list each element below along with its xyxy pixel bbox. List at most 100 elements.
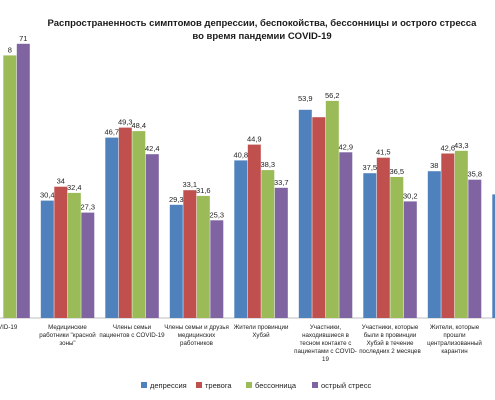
value-label: 31,6: [196, 186, 211, 195]
legend-label: тревога: [205, 381, 232, 390]
value-label: 8: [8, 45, 12, 54]
value-label: 30,2: [403, 191, 418, 200]
bar-тревога-4: [247, 144, 261, 318]
category-label: Участники, которые: [362, 324, 419, 331]
value-label: 32,4: [67, 183, 82, 192]
chart-subtitle: во время пандемии COVID-19: [192, 31, 331, 42]
value-label: 27,3: [80, 203, 95, 212]
bar-бессонница-1: [67, 192, 81, 318]
category-label: последних 2 месяцев: [359, 348, 421, 355]
category-label: 19: [322, 356, 329, 363]
bar-острый стресс-5: [339, 152, 353, 318]
category-label: были в провинции: [364, 332, 417, 339]
value-label: 53,9: [298, 94, 313, 103]
category-label: прошли: [443, 332, 466, 339]
category-label: карантин: [441, 348, 467, 355]
category-label: зоны": [59, 340, 75, 347]
bar-депрессия-2: [105, 137, 119, 318]
value-label: 43,3: [454, 141, 469, 150]
bar-острый стресс-4: [274, 187, 288, 318]
bar-тревога-2: [118, 127, 132, 318]
category-label: Участники,: [310, 324, 342, 331]
bar-тревога-7: [441, 153, 455, 318]
value-label: 29,3: [169, 195, 184, 204]
value-label: 48,4: [131, 121, 146, 130]
legend-item-2: бессонница: [246, 381, 297, 390]
category-label: тесном контакте с: [300, 340, 352, 347]
legend-label: бессонница: [255, 381, 297, 390]
value-label: 38,3: [260, 160, 275, 169]
value-label: 71: [19, 34, 27, 43]
value-label: 42,6: [440, 144, 455, 153]
bars-group: [3, 43, 495, 319]
legend-swatch: [246, 382, 252, 388]
value-label: 25,3: [209, 210, 224, 219]
bar-тревога-1: [54, 186, 68, 318]
bar-бессонница-4: [261, 170, 275, 318]
value-label: 56,2: [325, 91, 340, 100]
category-label: находившиеся в: [302, 332, 350, 339]
category-label: Медицинские: [48, 324, 87, 331]
bar-бессонница-2: [132, 131, 146, 318]
bar-острый стресс-0: [16, 43, 30, 319]
category-label: Жители провинции: [234, 324, 289, 331]
value-label: 44,9: [247, 135, 262, 144]
chart-title: Распространенность симптомов депрессии, …: [48, 18, 478, 29]
value-label: 42,9: [338, 142, 353, 151]
bar-депрессия-7: [427, 171, 441, 318]
bar-депрессия-1: [40, 200, 54, 318]
value-label: 42,4: [145, 144, 160, 153]
value-label: 49,3: [118, 118, 133, 127]
value-label: 33,1: [182, 180, 197, 189]
category-label: пациентами с COVID-: [294, 348, 357, 355]
bar-депрессия-3: [169, 204, 183, 318]
bar-острый стресс-6: [403, 201, 417, 318]
bar-острый стресс-1: [81, 212, 95, 318]
category-label: Жители, которые: [430, 324, 480, 331]
value-label: 37,5: [362, 163, 377, 172]
category-label: работники "красной: [39, 332, 96, 339]
legend-swatch: [312, 382, 318, 388]
bar-депрессия-5: [298, 109, 312, 318]
category-label: COVID-19: [0, 324, 18, 331]
value-label: 35,8: [467, 170, 482, 179]
value-label: 36,5: [389, 167, 404, 176]
value-label: 30,4: [40, 191, 55, 200]
category-label: работников: [180, 340, 214, 347]
legend-item-3: острый стресс: [312, 381, 371, 390]
legend-item-0: депрессия: [141, 381, 187, 390]
category-label: Хубэй в течение: [367, 340, 415, 347]
category-label: медицинских: [178, 332, 216, 339]
legend-item-1: тревога: [196, 381, 232, 390]
legend-label: острый стресс: [321, 381, 371, 390]
bar-бессонница-0: [3, 55, 17, 319]
value-label: 40,8: [233, 150, 248, 159]
bar-депрессия-4: [234, 160, 248, 318]
bar-тревога-6: [376, 157, 390, 318]
legend-swatch: [196, 382, 202, 388]
bar-депрессия-8: [492, 194, 495, 318]
bar-острый стресс-2: [145, 154, 159, 318]
category-label: Хубэй: [252, 332, 270, 339]
value-label: 46,7: [104, 128, 119, 137]
bar-депрессия-6: [363, 173, 377, 318]
bar-острый стресс-7: [468, 179, 482, 318]
legend: депрессия тревога бессонница острый стресс: [141, 381, 371, 390]
category-label: Члены семьи и друзья: [164, 324, 229, 331]
bar-бессонница-5: [325, 100, 339, 319]
bar-тревога-5: [312, 117, 326, 318]
bar-бессонница-6: [390, 177, 404, 318]
value-label: 41,5: [376, 148, 391, 157]
bar-тревога-3: [183, 190, 197, 318]
value-label: 33,7: [274, 178, 289, 187]
bar-бессонница-3: [196, 195, 210, 318]
legend-swatch: [141, 382, 147, 388]
bar-острый стресс-3: [210, 220, 224, 318]
bar-бессонница-7: [454, 150, 468, 318]
category-label: централизованный: [427, 340, 482, 347]
category-label: пациентов с COVID-19: [99, 332, 165, 339]
value-label: 34: [57, 177, 65, 186]
